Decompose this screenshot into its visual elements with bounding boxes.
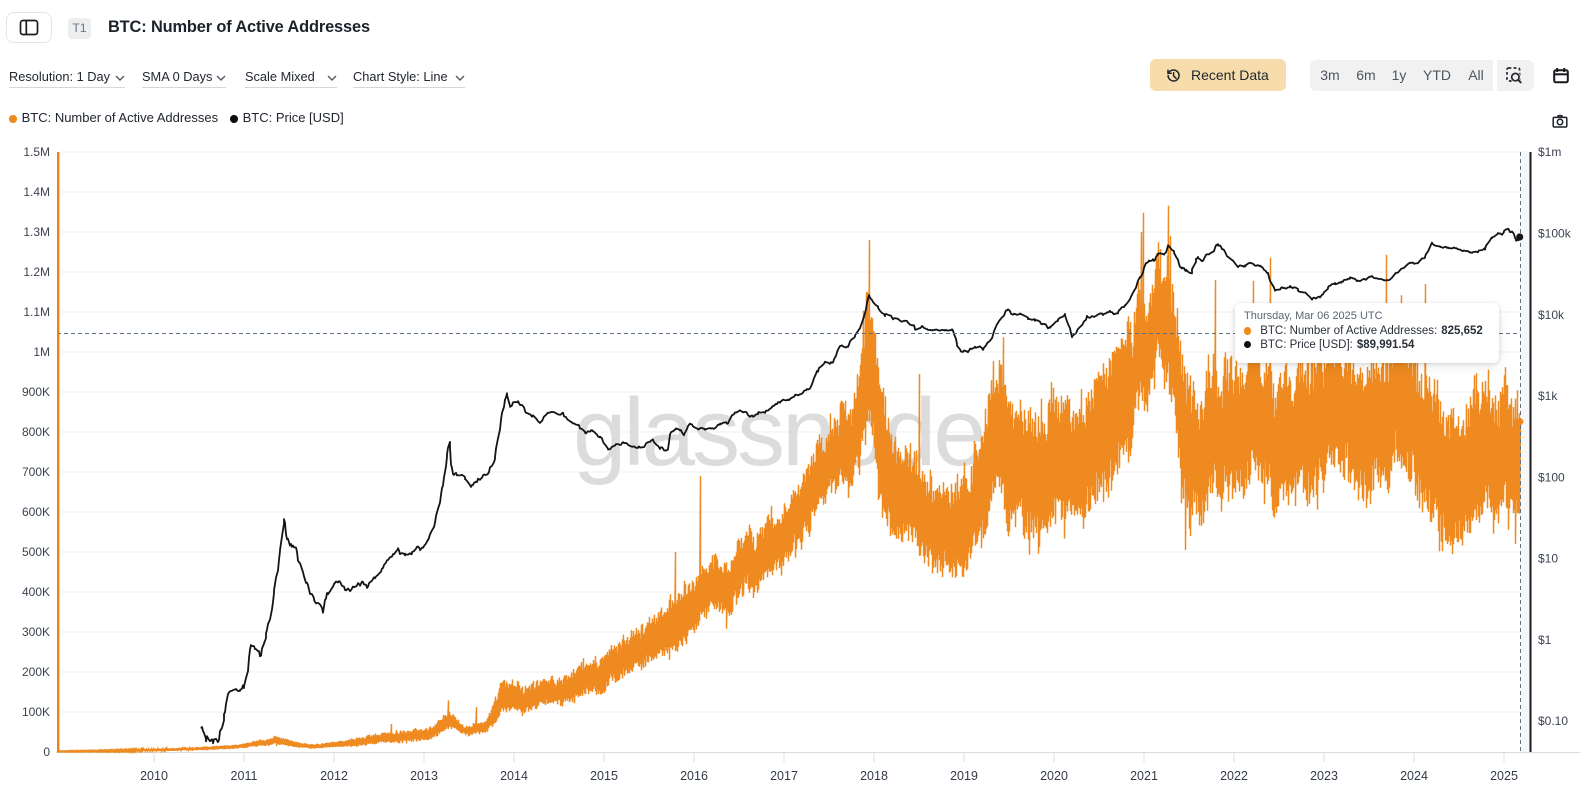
- svg-text:1.4M: 1.4M: [23, 185, 50, 199]
- svg-text:2019: 2019: [950, 769, 978, 783]
- svg-text:$0.10: $0.10: [1538, 714, 1568, 728]
- svg-text:2020: 2020: [1040, 769, 1068, 783]
- svg-text:1.5M: 1.5M: [23, 145, 50, 159]
- svg-text:2024: 2024: [1400, 769, 1428, 783]
- svg-text:1M: 1M: [33, 345, 50, 359]
- svg-text:2012: 2012: [320, 769, 348, 783]
- svg-text:2014: 2014: [500, 769, 528, 783]
- svg-text:2023: 2023: [1310, 769, 1338, 783]
- svg-text:2025: 2025: [1490, 769, 1518, 783]
- svg-text:0: 0: [43, 745, 50, 759]
- svg-text:$10k: $10k: [1538, 308, 1565, 322]
- svg-text:$1k: $1k: [1538, 389, 1558, 403]
- svg-text:900K: 900K: [22, 385, 50, 399]
- svg-text:2016: 2016: [680, 769, 708, 783]
- svg-text:100K: 100K: [22, 705, 50, 719]
- svg-text:700K: 700K: [22, 465, 50, 479]
- svg-text:$10: $10: [1538, 552, 1558, 566]
- svg-text:2015: 2015: [590, 769, 618, 783]
- svg-text:1.3M: 1.3M: [23, 225, 50, 239]
- svg-text:$1m: $1m: [1538, 145, 1561, 159]
- svg-text:600K: 600K: [22, 505, 50, 519]
- svg-text:$100k: $100k: [1538, 227, 1572, 241]
- svg-text:2022: 2022: [1220, 769, 1248, 783]
- svg-text:300K: 300K: [22, 625, 50, 639]
- svg-text:2011: 2011: [231, 769, 258, 783]
- svg-text:500K: 500K: [22, 545, 50, 559]
- svg-text:1.2M: 1.2M: [23, 265, 50, 279]
- svg-text:2017: 2017: [770, 769, 798, 783]
- svg-text:2021: 2021: [1130, 769, 1158, 783]
- svg-text:2010: 2010: [140, 769, 168, 783]
- svg-text:800K: 800K: [22, 425, 50, 439]
- svg-text:glassnode: glassnode: [573, 379, 984, 486]
- svg-text:400K: 400K: [22, 585, 50, 599]
- svg-text:2018: 2018: [860, 769, 888, 783]
- svg-text:200K: 200K: [22, 665, 50, 679]
- svg-text:$1: $1: [1538, 633, 1552, 647]
- svg-text:2013: 2013: [410, 769, 438, 783]
- svg-text:1.1M: 1.1M: [23, 305, 50, 319]
- svg-text:$100: $100: [1538, 470, 1565, 484]
